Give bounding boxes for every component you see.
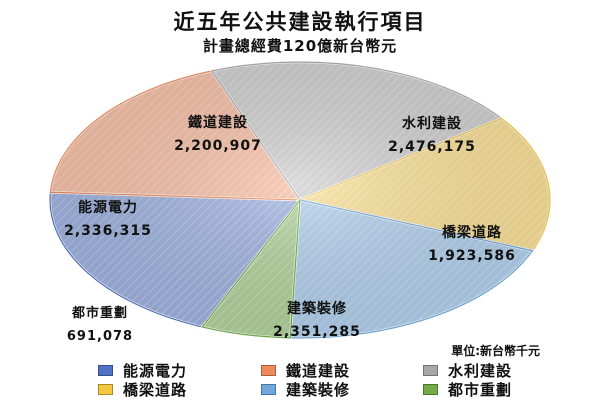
slice-name-label-0: 能源電力 [78, 199, 138, 216]
legend-item-1: 鐵道建設 [261, 360, 350, 381]
legend-item-4: 建築裝修 [261, 379, 350, 400]
slice-name-label-5: 都市重劃 [71, 305, 128, 321]
legend-label-1: 鐵道建設 [286, 362, 351, 380]
legend-swatch-5 [423, 384, 438, 395]
slice-value-label-5: 691,078 [67, 329, 133, 344]
legend-swatch-2 [423, 365, 438, 376]
slice-value-label-2: 2,476,175 [388, 139, 476, 155]
slice-value-label-4: 2,351,285 [273, 324, 361, 340]
pie-shading [50, 62, 550, 338]
slice-value-label-0: 2,336,315 [64, 223, 152, 239]
chart-title: 近五年公共建設執行項目 [173, 10, 427, 34]
legend-item-3: 橋梁道路 [98, 379, 187, 400]
legend-swatch-4 [261, 384, 276, 395]
slice-name-label-2: 水利建設 [402, 115, 462, 132]
legend-swatch-3 [98, 384, 113, 395]
legend-item-2: 水利建設 [423, 360, 512, 381]
legend-label-5: 都市重劃 [448, 381, 513, 399]
legend-label-4: 建築裝修 [286, 381, 351, 399]
slice-name-label-3: 橋梁道路 [442, 224, 502, 241]
chart-subtitle: 計畫總經費120億新台幣元 [202, 37, 398, 55]
slice-name-label-1: 鐵道建設 [188, 114, 248, 131]
legend-label-0: 能源電力 [123, 362, 188, 380]
legend-item-0: 能源電力 [98, 360, 187, 381]
pie-labels: 能源電力 2,336,315 鐵道建設 2,200,907 水利建設 2,476,175 橋… [64, 114, 516, 344]
slice-value-label-3: 1,923,586 [428, 248, 516, 264]
slice-value-label-1: 2,200,907 [174, 138, 262, 154]
pie-slices [48, 60, 552, 340]
unit-label: 單位:新台幣千元 [451, 344, 540, 358]
legend-label-2: 水利建設 [448, 362, 513, 380]
legend-swatch-1 [261, 365, 276, 376]
legend-label-3: 橋梁道路 [123, 381, 188, 399]
legend-item-5: 都市重劃 [423, 379, 512, 400]
slice-name-label-4: 建築裝修 [287, 300, 347, 317]
legend-swatch-0 [98, 365, 113, 376]
